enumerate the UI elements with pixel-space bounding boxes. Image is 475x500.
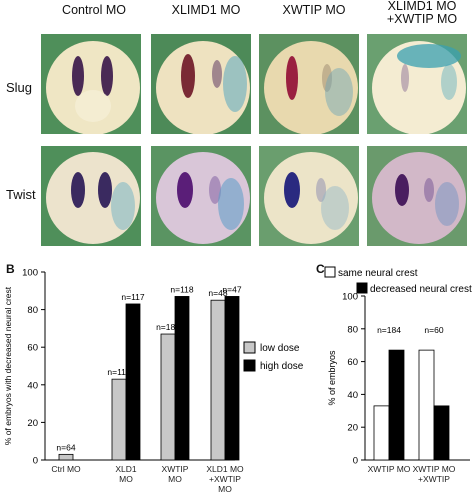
panel-b-letter: B (6, 262, 15, 276)
row-label-slug: Slug (6, 80, 33, 95)
y-tick-label: 40 (27, 380, 38, 391)
legend-label-same: same neural crest (338, 268, 418, 279)
legend-label-high-dose: high dose (260, 361, 304, 372)
y-tick-label: 20 (27, 418, 38, 429)
embryo-photo-slug-control (41, 34, 141, 134)
bar-n-label: n=117 (121, 292, 145, 302)
x-category-label: XLD1 MO +XWTIP MO (206, 464, 244, 494)
y-tick-label: 60 (347, 357, 358, 368)
y-tick-label: 0 (33, 456, 38, 467)
embryo-photo-twist-control (41, 146, 141, 246)
legend-swatch-high-dose (243, 359, 256, 372)
legend-label-decreased: decreased neural crest (370, 284, 472, 295)
embryo-photo-twist-xwtip (259, 146, 359, 246)
column-label-combined: XLIMD1 MO +XWTIP MO (386, 0, 458, 26)
x-category-label: XLD1 MO (115, 464, 137, 484)
row-label-twist: Twist (6, 187, 36, 202)
legend-swatch-same (324, 266, 336, 278)
embryo-photo-slug-combined (367, 34, 467, 134)
bar-low-dose (58, 453, 74, 461)
y-tick-label: 20 (347, 423, 358, 434)
chart-b: 0 20 40 60 80 100 % of embryos with decreased … (3, 268, 304, 495)
y-axis-title: % of embryos (327, 350, 337, 406)
bar-low-dose (111, 378, 127, 461)
bar-n-label: n=184 (156, 322, 180, 332)
legend-label-low-dose: low dose (260, 343, 300, 354)
y-tick-label: 0 (353, 456, 358, 467)
embryo-photo-slug-xwtip (259, 34, 359, 134)
bar-n-label: n=48 (208, 288, 227, 298)
y-tick-label: 100 (22, 268, 38, 279)
bar-low-dose (210, 299, 226, 461)
bar-high-dose (174, 296, 190, 461)
bar-low-dose (160, 333, 176, 461)
bar-high-dose (224, 296, 240, 461)
panel-c-letter: C (316, 262, 325, 276)
bar-decreased-neural-crest (433, 405, 450, 461)
bar-decreased-neural-crest (388, 349, 405, 461)
column-label-xwtip: XWTIP MO (282, 3, 346, 17)
y-tick-label: 80 (27, 305, 38, 316)
y-axis-title: % of embryos with decreased neural crest (3, 286, 13, 445)
bar-same-neural-crest (373, 405, 390, 461)
group-n-label: n=60 (424, 325, 443, 335)
y-tick-label: 40 (347, 390, 358, 401)
embryo-photo-twist-xlimd1 (151, 146, 251, 246)
column-label-xlimd1: XLIMD1 MO (171, 3, 241, 17)
bar-n-label: n=64 (56, 442, 75, 452)
x-category-label: XWTIP MO (368, 464, 411, 474)
x-category-label: XWTIP MO +XWTIP (413, 464, 456, 484)
y-tick-label: 100 (342, 292, 358, 303)
embryo-photo-twist-combined (367, 146, 467, 246)
bar-n-label: n=113 (107, 367, 131, 377)
x-category-label: Ctrl MO (51, 464, 81, 474)
embryo-photo-slug-xlimd1 (151, 34, 251, 134)
bar-high-dose (125, 303, 141, 461)
legend-swatch-decreased (356, 282, 368, 294)
legend-swatch-low-dose (243, 341, 256, 354)
chart-c: 0 20 40 60 80 100 % of embryos n=184 n=60 XWTIP M… (324, 266, 472, 484)
y-tick-label: 80 (347, 324, 358, 335)
bar-same-neural-crest (418, 349, 435, 461)
bar-n-label: n=118 (170, 284, 194, 294)
x-category-label: XWTIP MO (162, 464, 189, 484)
column-label-control: Control MO (62, 3, 126, 17)
panel-a: Control MO XLIMD1 MO XWTIP MO XLIMD1 MO … (6, 0, 467, 246)
y-tick-label: 60 (27, 343, 38, 354)
bar-n-label: n=47 (222, 284, 241, 294)
group-n-label: n=184 (377, 325, 401, 335)
